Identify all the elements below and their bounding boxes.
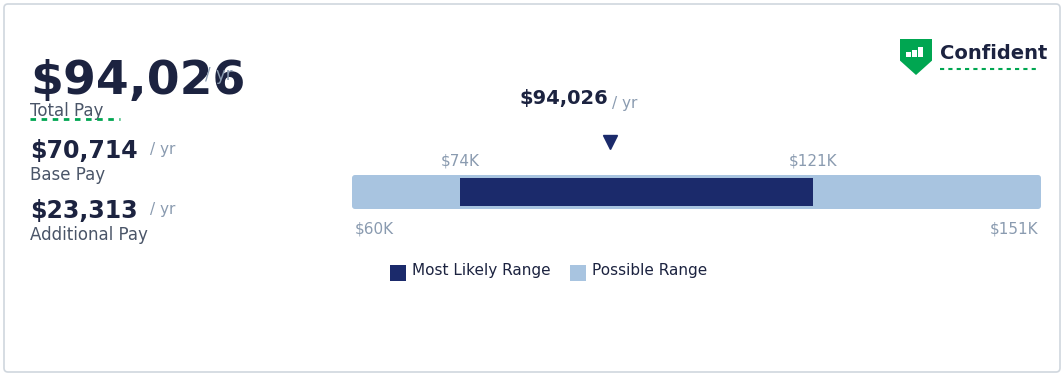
Text: Confident: Confident: [940, 43, 1047, 62]
FancyBboxPatch shape: [352, 175, 1041, 209]
Text: / yr: / yr: [150, 202, 176, 217]
Text: Base Pay: Base Pay: [30, 166, 105, 184]
Bar: [912, 50, 917, 57]
Text: / yr: / yr: [613, 96, 637, 111]
Text: $151K: $151K: [990, 221, 1038, 236]
Bar: [907, 52, 911, 57]
Text: / yr: / yr: [205, 66, 233, 84]
Text: Additional Pay: Additional Pay: [30, 226, 148, 244]
Bar: [570, 265, 586, 281]
FancyBboxPatch shape: [4, 4, 1060, 372]
Text: $94,026: $94,026: [519, 89, 609, 108]
Polygon shape: [900, 39, 932, 75]
Bar: [390, 265, 406, 281]
Text: / yr: / yr: [150, 142, 176, 157]
Text: Most Likely Range: Most Likely Range: [412, 264, 551, 279]
Text: $23,313: $23,313: [30, 199, 137, 223]
Bar: [460, 178, 813, 206]
Text: Possible Range: Possible Range: [592, 264, 708, 279]
Text: $94,026: $94,026: [30, 59, 246, 104]
Text: $121K: $121K: [788, 153, 837, 168]
Bar: [918, 47, 922, 57]
Text: $70,714: $70,714: [30, 139, 137, 163]
Text: Total Pay: Total Pay: [30, 102, 103, 120]
Text: $60K: $60K: [355, 221, 394, 236]
Text: $74K: $74K: [440, 153, 480, 168]
